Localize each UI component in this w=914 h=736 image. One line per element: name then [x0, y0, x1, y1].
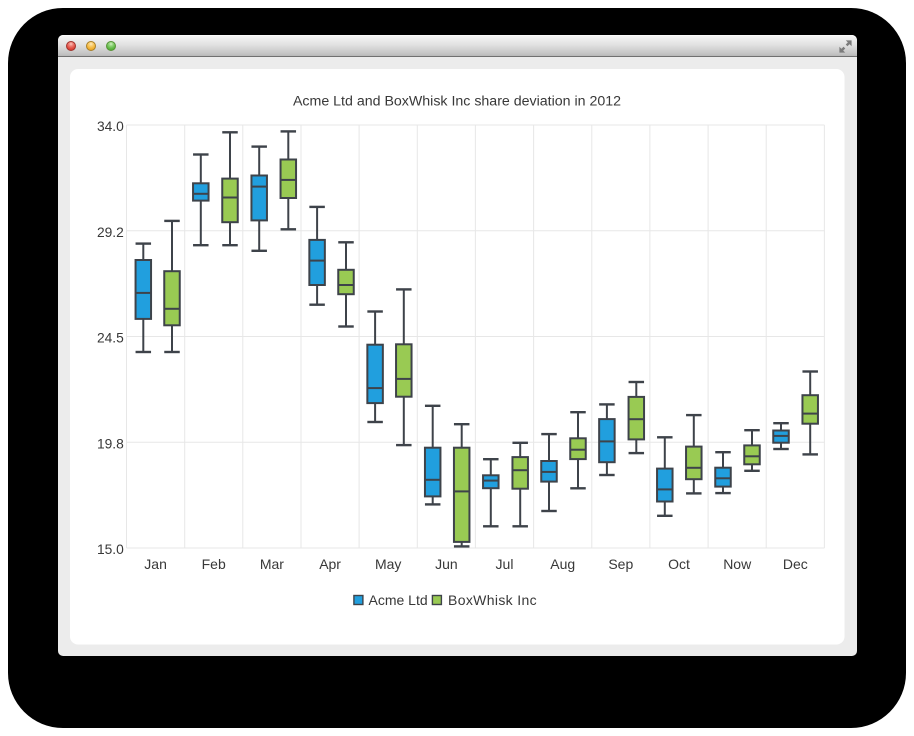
svg-text:Mar: Mar — [260, 556, 284, 572]
svg-text:19.8: 19.8 — [97, 436, 124, 451]
svg-text:29.2: 29.2 — [97, 225, 124, 240]
svg-text:Dec: Dec — [783, 556, 808, 572]
svg-text:Now: Now — [723, 556, 752, 572]
svg-text:Acme Ltd: Acme Ltd — [369, 592, 428, 608]
svg-text:Acme Ltd and BoxWhisk Inc shar: Acme Ltd and BoxWhisk Inc share deviatio… — [293, 94, 621, 110]
svg-text:Feb: Feb — [202, 556, 226, 572]
svg-text:BoxWhisk Inc: BoxWhisk Inc — [448, 592, 537, 608]
svg-text:Sep: Sep — [608, 556, 633, 572]
svg-text:Aug: Aug — [550, 556, 575, 572]
svg-text:24.5: 24.5 — [97, 331, 124, 346]
svg-text:Jul: Jul — [496, 556, 514, 572]
svg-text:15.0: 15.0 — [97, 542, 124, 557]
svg-text:May: May — [375, 556, 401, 572]
svg-text:Jun: Jun — [435, 556, 458, 572]
svg-text:Jan: Jan — [144, 556, 167, 572]
svg-text:34.0: 34.0 — [97, 119, 124, 134]
svg-text:Oct: Oct — [668, 556, 690, 572]
svg-text:Apr: Apr — [319, 556, 341, 572]
